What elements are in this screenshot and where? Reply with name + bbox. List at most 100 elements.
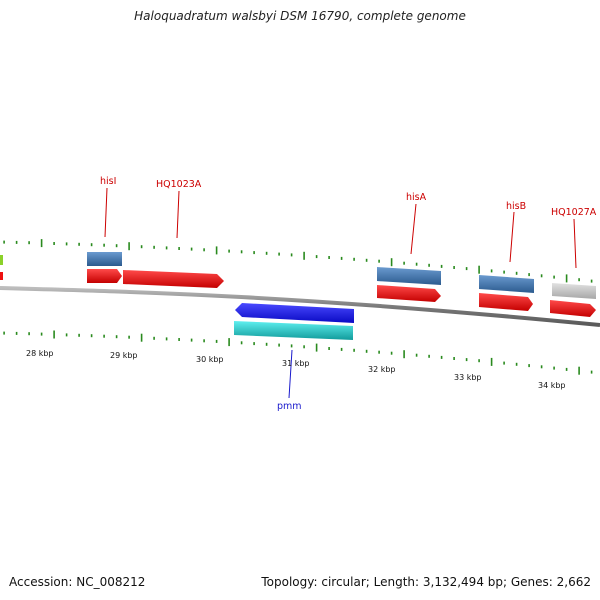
cds-arrow-HQ1027A[interactable] bbox=[550, 300, 596, 317]
cds-arrow-hisI[interactable] bbox=[87, 269, 122, 283]
outer-ring-minor-tick bbox=[340, 256, 343, 260]
outer-ring-minor-tick bbox=[553, 275, 555, 279]
outer-ring-minor-tick bbox=[403, 261, 405, 265]
outer-ring-minor-tick bbox=[378, 259, 380, 263]
kbp-label-28: 28 kbp bbox=[26, 349, 54, 358]
genome-backbone bbox=[0, 286, 600, 327]
outer-ring-minor-tick bbox=[465, 267, 468, 271]
gene-box-hisI[interactable] bbox=[87, 252, 122, 266]
inner-ring-minor-tick bbox=[128, 335, 130, 339]
outer-ring-minor-tick bbox=[78, 242, 80, 246]
outer-ring-minor-tick bbox=[15, 240, 18, 244]
accession-label: Accession: NC_008212 bbox=[9, 575, 146, 589]
outer-ring-minor-tick bbox=[328, 256, 330, 259]
gene-box-pmm[interactable] bbox=[234, 321, 353, 340]
inner-ring-minor-tick bbox=[353, 348, 355, 352]
kbp-label-29: 29 kbp bbox=[110, 351, 138, 360]
inner-ring-minor-tick bbox=[90, 334, 93, 338]
gene-label-hisI[interactable]: hisI bbox=[100, 176, 116, 187]
leader-hisA bbox=[410, 203, 417, 255]
gene-box-HQ1027A[interactable] bbox=[552, 283, 596, 299]
gene-box-hisA[interactable] bbox=[377, 267, 441, 285]
partial-feature-left bbox=[0, 255, 3, 265]
outer-ring-major-tick bbox=[40, 239, 43, 248]
inner-ring-minor-tick bbox=[153, 336, 155, 340]
outer-ring-minor-tick bbox=[528, 273, 530, 277]
outer-ring-major-tick bbox=[215, 246, 218, 255]
outer-ring-minor-tick bbox=[353, 257, 355, 261]
genome-summary-label: Topology: circular; Length: 3,132,494 bp… bbox=[261, 575, 591, 589]
kbp-label-33: 33 kbp bbox=[454, 373, 482, 382]
outer-ring-major-tick bbox=[565, 274, 568, 283]
inner-ring-minor-tick bbox=[540, 365, 543, 369]
outer-ring-minor-tick bbox=[365, 258, 368, 262]
outer-ring-minor-tick bbox=[265, 251, 268, 255]
cds-arrow-hisA[interactable] bbox=[377, 285, 441, 302]
cds-arrow-hisB[interactable] bbox=[479, 293, 533, 311]
inner-tick-ring bbox=[3, 330, 593, 375]
outer-ring-minor-tick bbox=[3, 240, 5, 244]
gene-label-pmm[interactable]: pmm bbox=[277, 401, 302, 412]
gene-label-hisB[interactable]: hisB bbox=[506, 201, 526, 212]
outer-ring-minor-tick bbox=[240, 250, 243, 254]
kbp-label-30: 30 kbp bbox=[196, 355, 224, 364]
inner-ring-major-tick bbox=[140, 333, 143, 342]
gene-label-HQ1027A[interactable]: HQ1027A bbox=[551, 207, 597, 218]
inner-ring-major-tick bbox=[490, 357, 493, 366]
outer-ring-minor-tick bbox=[315, 255, 318, 259]
outer-ring-major-tick bbox=[478, 265, 480, 274]
outer-ring-minor-tick bbox=[590, 279, 593, 283]
outer-ring-minor-tick bbox=[90, 243, 93, 247]
inner-ring-minor-tick bbox=[428, 354, 430, 358]
inner-ring-minor-tick bbox=[15, 331, 18, 335]
gene-label-hisA[interactable]: hisA bbox=[406, 192, 427, 203]
outer-ring-minor-tick bbox=[203, 248, 205, 252]
gene-label-HQ1023A[interactable]: HQ1023A bbox=[156, 179, 202, 190]
outer-ring-minor-tick bbox=[515, 271, 518, 275]
outer-ring-minor-tick bbox=[253, 251, 255, 255]
inner-ring-minor-tick bbox=[203, 339, 205, 343]
inner-ring-major-tick bbox=[578, 366, 580, 375]
outer-ring-minor-tick bbox=[28, 241, 30, 245]
outer-ring-minor-tick bbox=[578, 278, 580, 282]
outer-ring-minor-tick bbox=[278, 252, 280, 256]
inner-ring-minor-tick bbox=[515, 362, 518, 366]
inner-ring-minor-tick bbox=[178, 338, 180, 341]
inner-ring-minor-tick bbox=[40, 332, 43, 336]
inner-ring-minor-tick bbox=[390, 351, 393, 355]
outer-ring-minor-tick bbox=[428, 263, 430, 267]
leader-HQ1027A bbox=[573, 218, 577, 269]
outer-ring-minor-tick bbox=[503, 270, 505, 274]
inner-ring-minor-tick bbox=[103, 334, 105, 338]
inner-ring-minor-tick bbox=[340, 347, 343, 351]
inner-ring-minor-tick bbox=[440, 355, 443, 359]
leader-HQ1023A bbox=[176, 190, 180, 239]
outer-ring-minor-tick bbox=[453, 266, 455, 269]
inner-ring-minor-tick bbox=[190, 338, 193, 342]
outer-ring-minor-tick bbox=[540, 274, 543, 278]
outer-ring-minor-tick bbox=[140, 245, 143, 249]
outer-ring-minor-tick bbox=[65, 242, 68, 246]
leader-hisB bbox=[509, 211, 515, 263]
outer-ring-major-tick bbox=[128, 242, 130, 251]
outer-ring-minor-tick bbox=[290, 253, 293, 257]
inner-ring-minor-tick bbox=[415, 353, 418, 357]
map-title: Haloquadratum walsbyi DSM 16790, complet… bbox=[134, 9, 466, 23]
gene-box-hisB[interactable] bbox=[479, 275, 534, 293]
outer-tick-ring bbox=[3, 239, 593, 283]
outer-ring-major-tick bbox=[390, 258, 393, 267]
cds-arrow-HQ1023A[interactable] bbox=[123, 270, 224, 288]
cds-arrow-pmm[interactable] bbox=[235, 303, 354, 323]
inner-ring-minor-tick bbox=[278, 343, 280, 347]
outer-ring-minor-tick bbox=[165, 246, 168, 250]
inner-ring-minor-tick bbox=[215, 339, 218, 343]
outer-ring-minor-tick bbox=[53, 242, 55, 245]
leader-pmm bbox=[288, 349, 293, 399]
kbp-label-34: 34 kbp bbox=[538, 381, 566, 390]
inner-ring-minor-tick bbox=[3, 331, 5, 335]
inner-ring-minor-tick bbox=[553, 366, 555, 370]
kbp-label-32: 32 kbp bbox=[368, 365, 396, 374]
outer-ring-minor-tick bbox=[228, 249, 230, 253]
